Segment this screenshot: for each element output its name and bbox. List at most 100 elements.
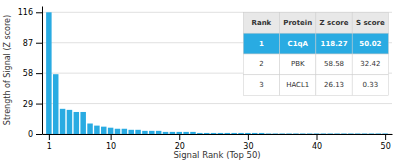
tick-label: 87 [23, 39, 33, 48]
bar [46, 12, 51, 134]
table-cell [316, 54, 352, 75]
bar [204, 133, 209, 134]
tick: 30 [243, 134, 253, 151]
tick: 0 [28, 130, 42, 139]
bar [362, 133, 367, 134]
tick-mark [36, 73, 42, 74]
bar [218, 133, 223, 134]
bars [46, 12, 388, 134]
tick-mark [248, 134, 249, 140]
bar [87, 124, 92, 134]
bar [67, 110, 72, 134]
table-header: S score [356, 19, 385, 27]
table-text: 0.33 [363, 81, 379, 89]
tick-label: 10 [106, 142, 116, 151]
grid-line [42, 103, 392, 104]
table-text: 3 [259, 81, 263, 89]
table-cell [280, 54, 316, 75]
table-cell [352, 75, 388, 96]
bar [327, 133, 332, 134]
tick: 20 [175, 134, 185, 151]
bar [170, 132, 175, 134]
tick: 116 [18, 8, 42, 17]
x-axis-title: Signal Rank (Top 50) [173, 150, 260, 160]
bar [321, 133, 326, 134]
bar [314, 133, 319, 134]
bar [156, 131, 161, 134]
bar [190, 132, 195, 134]
table-text: 58.58 [324, 60, 344, 68]
bar [382, 133, 387, 134]
bar [80, 112, 85, 134]
table-text: 2 [259, 60, 263, 68]
bar [273, 133, 278, 134]
axis-line [43, 134, 393, 135]
table: RankProteinZ scoreS score1C1qA118.2750.0… [243, 12, 388, 95]
bar [108, 128, 113, 134]
tick-mark [36, 12, 42, 13]
tick: 50 [381, 134, 391, 151]
tick: 58 [23, 69, 42, 78]
table-text: C1qA [288, 40, 309, 48]
bar [115, 129, 120, 134]
bar [142, 131, 147, 134]
bar [341, 133, 346, 134]
grid [42, 12, 392, 134]
tick-mark [49, 134, 50, 140]
bar [369, 133, 374, 134]
table-cell [243, 12, 279, 33]
tick: 29 [23, 100, 42, 109]
tick-mark [36, 134, 42, 135]
table-cell-highlight [352, 33, 388, 54]
table-text: 50.02 [359, 40, 381, 48]
bar [135, 130, 140, 134]
table-cell [280, 12, 316, 33]
table-cell [352, 12, 388, 33]
bar [286, 133, 291, 134]
y-axis: 0 29 58 87 116 [18, 7, 43, 140]
table-cell [243, 75, 279, 96]
bar [225, 133, 230, 134]
tick-mark [111, 134, 112, 140]
bar [376, 133, 381, 134]
tick-label: 40 [312, 142, 322, 151]
bar [183, 132, 188, 134]
bar [122, 129, 127, 134]
bar [231, 133, 236, 134]
tick-label: 0 [28, 130, 33, 139]
table-cell-highlight [280, 33, 316, 54]
table-text: 32.42 [360, 60, 380, 68]
table-text: 1 [259, 40, 264, 48]
bar [307, 133, 312, 134]
table-cell [280, 75, 316, 96]
bar [334, 133, 339, 134]
bar [238, 133, 243, 134]
bar [211, 133, 216, 134]
bar [74, 112, 79, 134]
table-header: Rank [252, 19, 272, 27]
table-cell-highlight [243, 33, 279, 54]
table-header: Z score [320, 19, 349, 27]
table-cell [243, 54, 279, 75]
bar [128, 130, 133, 134]
tick: 87 [23, 39, 42, 48]
table-text: 118.27 [321, 40, 348, 48]
table-cell [352, 54, 388, 75]
axis-line [42, 7, 43, 135]
bar [252, 133, 257, 134]
tick: 40 [312, 134, 322, 151]
bar [300, 133, 305, 134]
bar [94, 126, 99, 134]
table-text: HACL1 [286, 81, 309, 89]
bar [259, 133, 264, 134]
chart: 1 10 20 30 40 50 0 29 58 87 116 Signal Rank (Top 50… [0, 0, 400, 161]
bar [101, 127, 106, 134]
tick-mark [385, 134, 386, 140]
bar [245, 133, 250, 134]
tick-label: 58 [23, 69, 33, 78]
bar [293, 133, 298, 134]
bar [60, 109, 65, 134]
tick-label: 29 [23, 100, 33, 109]
tick-mark [36, 43, 42, 44]
bar [177, 132, 182, 134]
